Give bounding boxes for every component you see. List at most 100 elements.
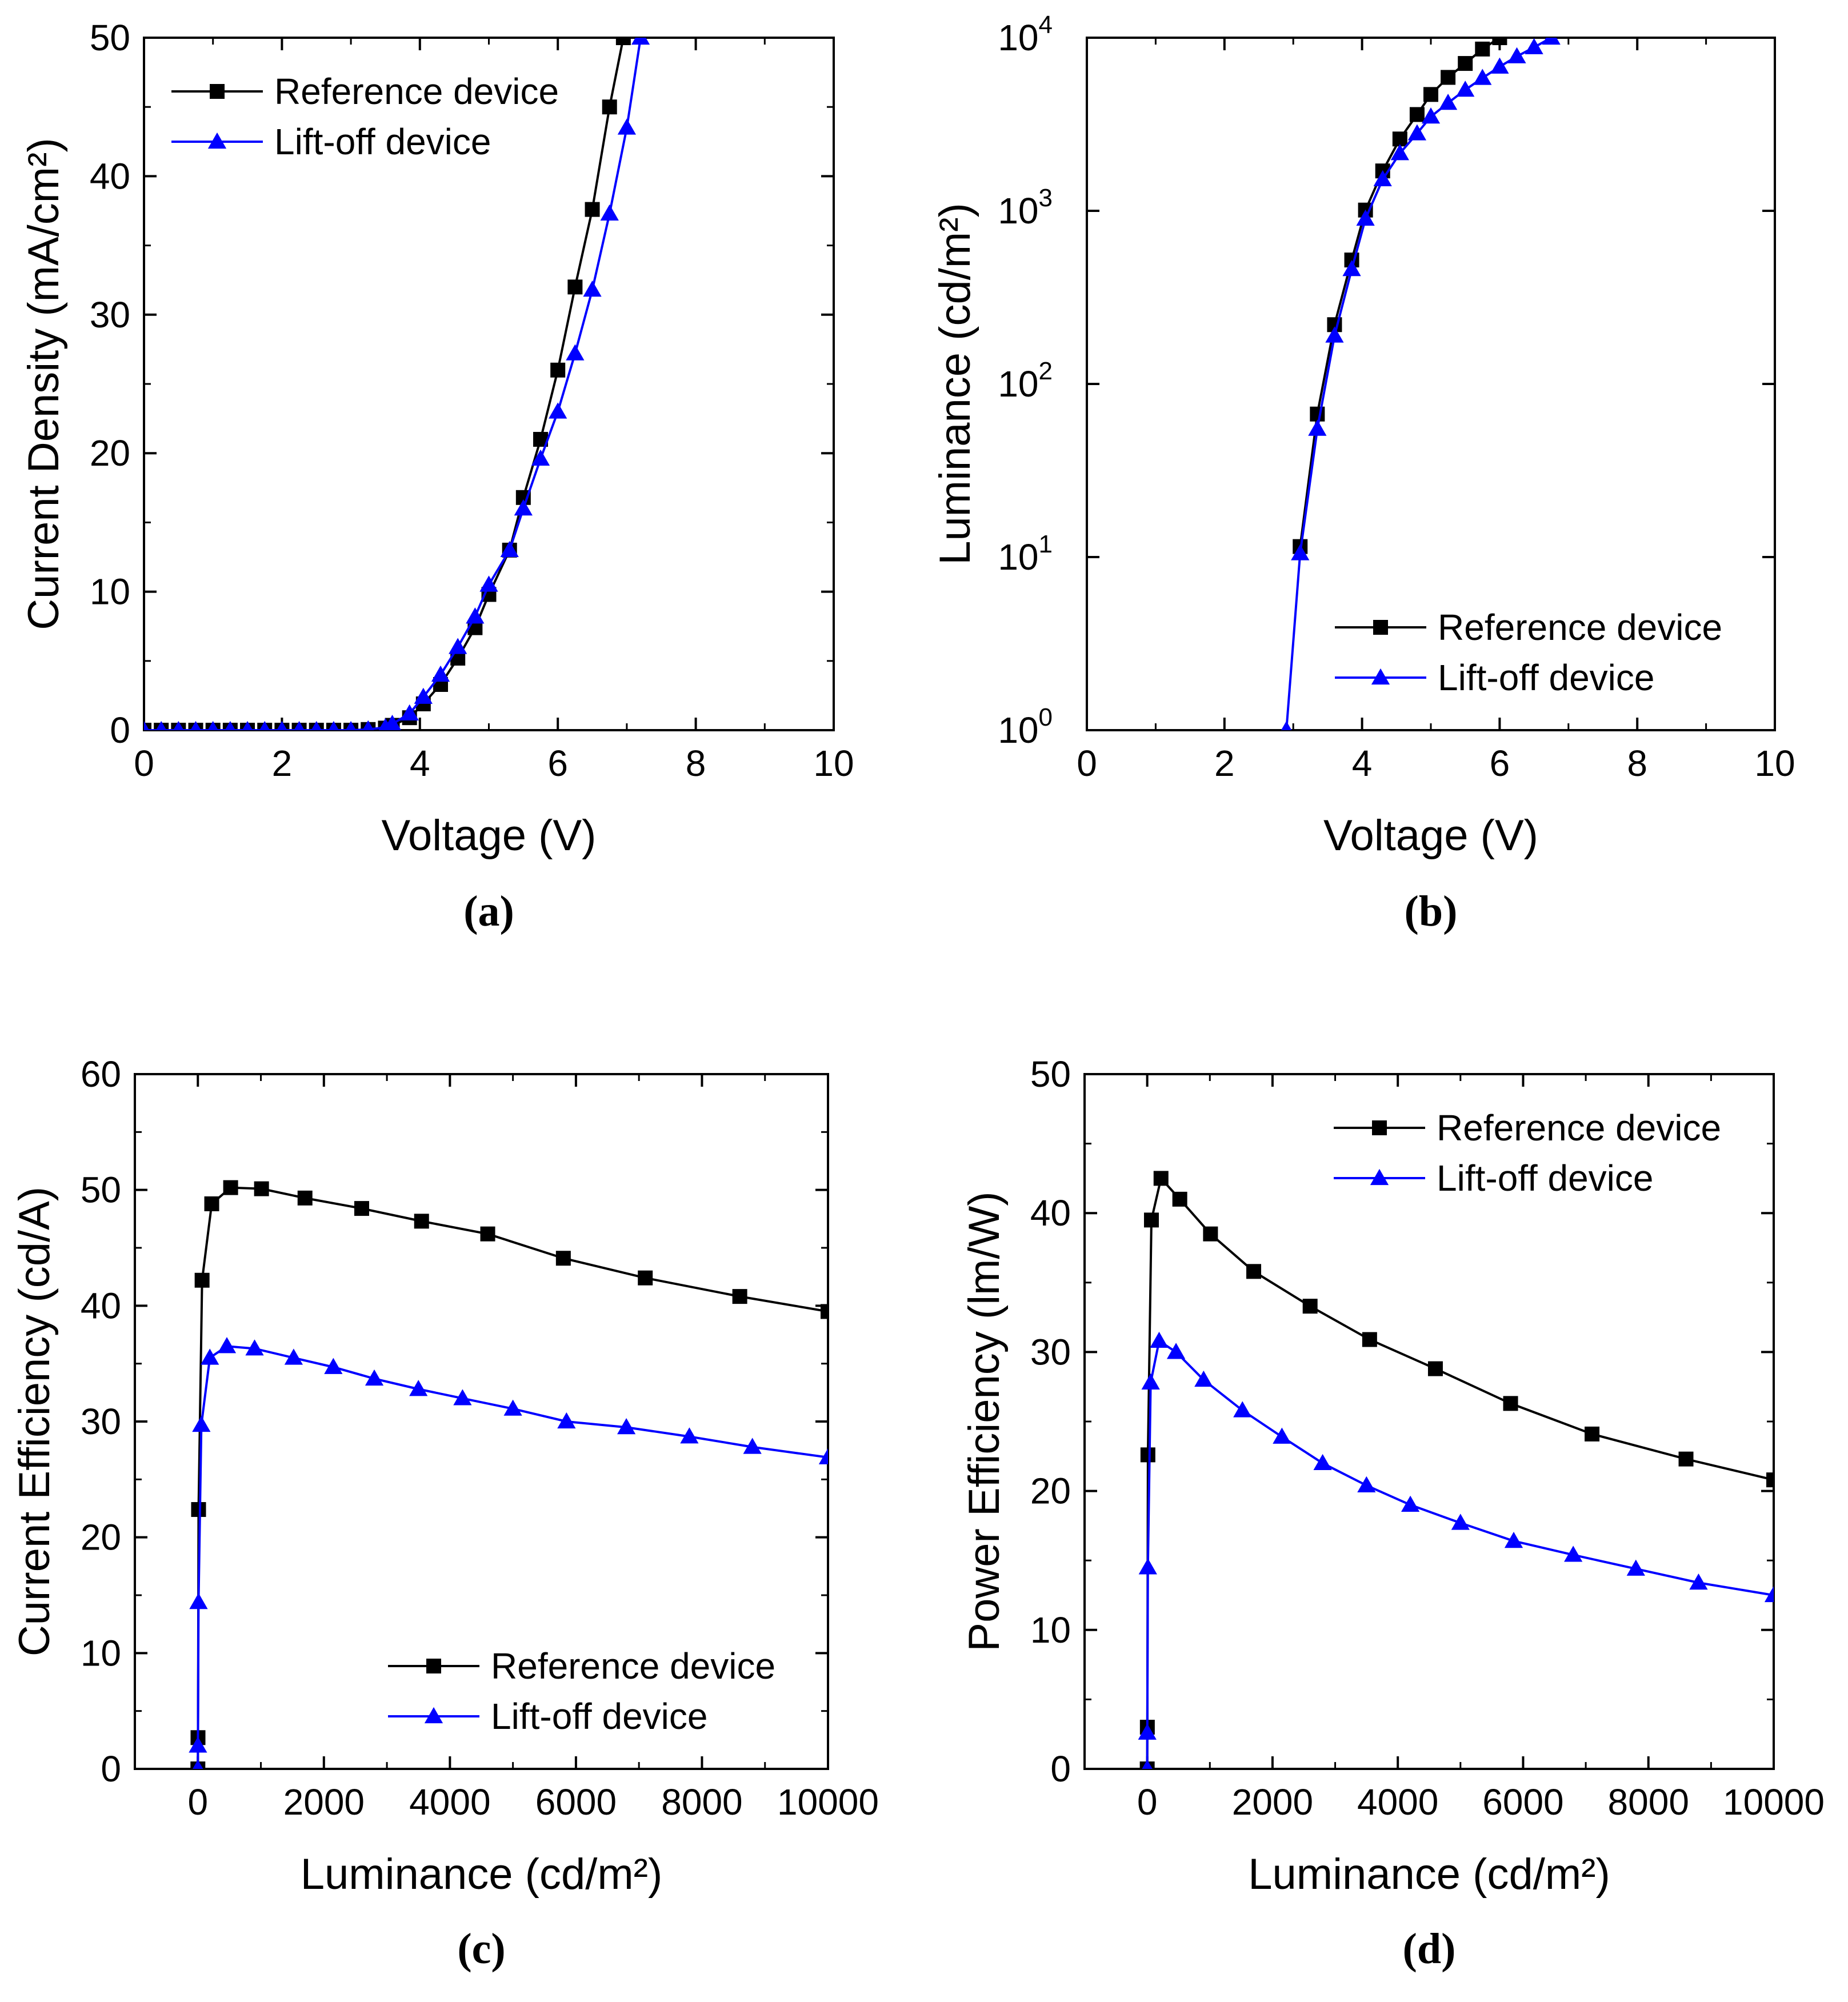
legend-label-liftoff: Lift-off device bbox=[491, 1696, 707, 1737]
data-point-liftoff bbox=[1401, 1495, 1420, 1512]
data-point-liftoff bbox=[414, 687, 433, 704]
data-point-liftoff bbox=[1373, 170, 1392, 186]
x-tick-label: 4000 bbox=[409, 1781, 490, 1823]
data-point-liftoff bbox=[1689, 1573, 1708, 1590]
data-point-reference bbox=[1441, 70, 1456, 85]
data-point-reference bbox=[223, 1180, 238, 1195]
series-line-reference bbox=[1146, 1176, 1774, 1769]
y-axis-label: Luminance (cd/m²) bbox=[931, 203, 979, 565]
x-tick-label: 8 bbox=[686, 743, 706, 784]
y-tick-label: 0 bbox=[110, 710, 130, 751]
legend-marker-liftoff bbox=[207, 132, 227, 149]
data-point-liftoff bbox=[1764, 1585, 1774, 1603]
data-point-liftoff bbox=[1407, 124, 1427, 141]
x-tick-label: 0 bbox=[1077, 743, 1097, 784]
data-point-reference bbox=[204, 1196, 219, 1211]
series-liftoff bbox=[1281, 38, 1561, 730]
data-point-reference bbox=[732, 1289, 747, 1304]
data-point-liftoff bbox=[245, 1339, 264, 1356]
y-tick-label: 10 bbox=[1030, 1609, 1071, 1651]
data-point-reference bbox=[1203, 1226, 1218, 1242]
panel-caption: (d) bbox=[1403, 1925, 1456, 1973]
legend-label-reference: Reference device bbox=[1437, 1107, 1721, 1148]
legend-marker-liftoff bbox=[1371, 668, 1390, 685]
series-reference bbox=[1293, 38, 1507, 554]
data-point-liftoff bbox=[479, 575, 498, 592]
series-line-liftoff bbox=[1146, 1339, 1774, 1769]
data-point-liftoff bbox=[144, 720, 150, 730]
y-tick-label: 50 bbox=[81, 1170, 121, 1211]
series-reference bbox=[1139, 1171, 1774, 1769]
data-point-liftoff bbox=[1626, 1559, 1645, 1576]
data-point-liftoff bbox=[173, 720, 184, 730]
data-point-liftoff bbox=[617, 118, 637, 135]
data-point-reference bbox=[1310, 406, 1325, 422]
data-point-liftoff bbox=[294, 720, 305, 730]
y-tick-base: 10 bbox=[998, 710, 1038, 751]
data-point-liftoff bbox=[383, 714, 401, 730]
data-point-liftoff bbox=[1273, 1427, 1291, 1444]
data-point-reference bbox=[602, 99, 617, 115]
x-axis-label: Luminance (cd/m²) bbox=[301, 1850, 663, 1899]
legend-label-liftoff: Lift-off device bbox=[1437, 1158, 1653, 1199]
y-tick-label: 0 bbox=[101, 1748, 121, 1789]
data-point-liftoff bbox=[189, 1593, 208, 1609]
data-point-liftoff bbox=[1542, 38, 1561, 45]
x-tick-label: 4 bbox=[410, 743, 430, 784]
data-point-liftoff bbox=[500, 540, 519, 557]
data-point-liftoff bbox=[566, 344, 585, 361]
data-point-reference bbox=[1362, 1332, 1377, 1347]
y-tick-base: 10 bbox=[998, 190, 1038, 231]
legend: Reference device Lift-off device bbox=[1335, 607, 1722, 698]
data-point-liftoff bbox=[193, 1759, 203, 1769]
legend-label-reference: Reference device bbox=[274, 71, 559, 112]
x-tick-label: 10000 bbox=[1723, 1781, 1825, 1823]
panel-d: 0 2000 4000 6000 8000 10000 0 10 20 30 40 50 Luminan… bbox=[960, 1054, 1825, 1973]
y-tick-label: 101 bbox=[998, 530, 1053, 578]
data-point-reference bbox=[1492, 38, 1507, 45]
data-point-reference bbox=[1392, 131, 1407, 147]
legend: Reference device Lift-off device bbox=[388, 1645, 775, 1737]
x-tick-label: 10000 bbox=[777, 1781, 879, 1823]
data-point-liftoff bbox=[1194, 1370, 1213, 1387]
data-point-reference bbox=[550, 362, 566, 378]
data-point-reference bbox=[567, 279, 583, 295]
legend-marker-reference bbox=[210, 84, 225, 99]
y-tick-exponent: 0 bbox=[1039, 703, 1053, 731]
y-tick-label: 60 bbox=[81, 1054, 121, 1095]
legend-marker-liftoff bbox=[1370, 1168, 1389, 1186]
data-point-liftoff bbox=[1390, 144, 1409, 161]
y-tick-label: 50 bbox=[90, 17, 130, 58]
y-tick-label: 40 bbox=[1030, 1192, 1071, 1234]
data-point-liftoff bbox=[1325, 326, 1344, 343]
data-point-liftoff bbox=[583, 281, 602, 297]
data-point-reference bbox=[1458, 56, 1473, 71]
data-point-liftoff bbox=[631, 38, 650, 45]
data-point-reference bbox=[555, 1251, 571, 1266]
legend-marker-reference bbox=[1372, 1120, 1387, 1135]
data-point-liftoff bbox=[1142, 1759, 1153, 1769]
series-reference bbox=[190, 1180, 828, 1769]
x-tick-label: 2 bbox=[1214, 743, 1235, 784]
data-point-liftoff bbox=[409, 1380, 428, 1396]
x-tick-label: 2 bbox=[272, 743, 293, 784]
y-tick-exponent: 2 bbox=[1039, 357, 1053, 385]
data-point-liftoff bbox=[818, 1448, 828, 1464]
data-point-liftoff bbox=[190, 720, 201, 730]
data-point-liftoff bbox=[328, 720, 339, 730]
data-point-liftoff bbox=[1342, 260, 1361, 277]
data-point-reference bbox=[1409, 107, 1425, 122]
data-point-reference bbox=[1427, 1361, 1443, 1376]
x-tick-label: 4000 bbox=[1357, 1781, 1438, 1823]
data-point-liftoff bbox=[201, 1348, 219, 1365]
x-tick-label: 6000 bbox=[1482, 1781, 1563, 1823]
data-point-reference bbox=[1678, 1451, 1694, 1467]
data-point-reference bbox=[1140, 1447, 1155, 1463]
data-point-liftoff bbox=[1166, 1343, 1186, 1359]
data-point-liftoff bbox=[1281, 720, 1292, 730]
data-point-reference bbox=[1766, 1472, 1774, 1488]
legend-marker-reference bbox=[426, 1659, 441, 1673]
data-point-reference bbox=[414, 1214, 429, 1229]
x-axis-label: Voltage (V) bbox=[1323, 811, 1538, 860]
